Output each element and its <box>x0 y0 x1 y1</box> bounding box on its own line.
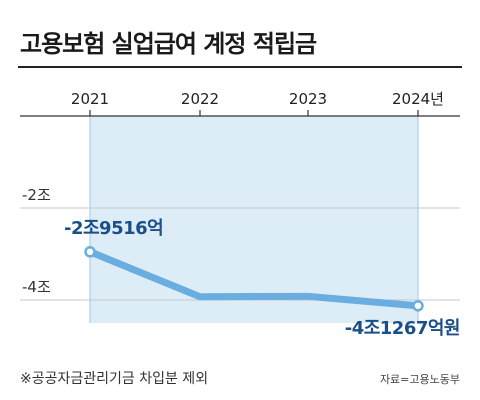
source-note: 자료=고용노동부 <box>379 373 460 386</box>
chart-title: 고용보험 실업급여 계정 적립금 <box>20 30 317 58</box>
x-tick-label: 2023 <box>289 90 327 108</box>
x-tick-label: 2021 <box>71 90 109 108</box>
data-label: -4조1267억원 <box>345 318 460 339</box>
x-tick-label: 2024년 <box>392 90 444 108</box>
x-tick-label: 2022 <box>181 90 219 108</box>
title-divider <box>18 66 462 68</box>
footnote: ※공공자금관리기금 차입분 제외 <box>20 371 209 387</box>
y-tick-label: -4조 <box>22 278 51 296</box>
data-point-marker <box>412 300 424 312</box>
data-label: -2조9516억 <box>64 218 163 239</box>
highlight-band <box>90 116 418 323</box>
data-point-marker <box>84 246 96 258</box>
series-line <box>86 248 422 310</box>
y-tick-label: -2조 <box>22 186 51 204</box>
